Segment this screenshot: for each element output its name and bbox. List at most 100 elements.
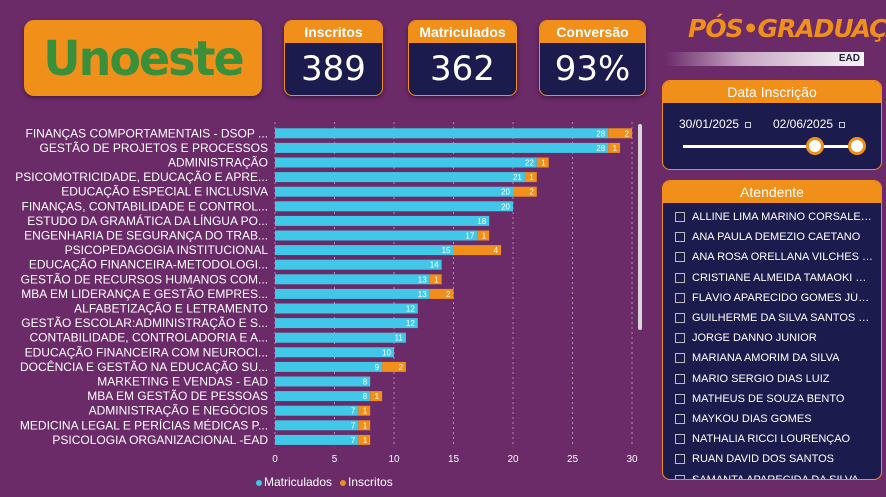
attendant-item[interactable]: ALLINE LIMA MARINO CORSALETTI bbox=[675, 207, 873, 227]
date-range-slider[interactable] bbox=[683, 145, 857, 148]
bar-matriculados[interactable] bbox=[275, 288, 430, 299]
bar-matriculados[interactable] bbox=[275, 303, 418, 314]
attendant-item[interactable]: FLÁVIO APARECIDO GOMES JÚNIOR bbox=[675, 288, 873, 308]
attendant-checkbox[interactable] bbox=[675, 292, 685, 303]
bar-matriculados[interactable] bbox=[275, 347, 394, 358]
bar-inscritos[interactable] bbox=[453, 245, 502, 256]
attendant-item[interactable]: NATHALIA RICCI LOURENÇAO bbox=[675, 429, 873, 449]
attendant-item[interactable]: MARIANA AMORIM DA SILVA bbox=[675, 348, 873, 368]
attendant-item[interactable]: JORGE DANNO JUNIOR bbox=[675, 328, 873, 348]
bar-matriculados[interactable] bbox=[275, 405, 359, 416]
pos-graduacao-title: PÓS•GRADUAÇÃO bbox=[688, 14, 886, 43]
end-date-field[interactable]: 02/06/2025 bbox=[773, 117, 846, 131]
data-label: 4 bbox=[494, 246, 499, 255]
attendant-label: ANA ROSA ORELLANA VILCHES SO... bbox=[692, 251, 873, 264]
data-label: 15 bbox=[442, 246, 451, 255]
bar-matriculados[interactable] bbox=[275, 274, 430, 285]
bar-matriculados[interactable] bbox=[275, 172, 525, 183]
bar-inscritos[interactable] bbox=[370, 391, 383, 402]
attendant-item[interactable]: GUILHERME DA SILVA SANTOS JOZI... bbox=[675, 308, 873, 328]
bar-inscritos[interactable] bbox=[477, 230, 490, 241]
bar-matriculados[interactable] bbox=[275, 361, 383, 372]
attendant-checkbox[interactable] bbox=[675, 353, 685, 364]
legend-item-inscritos[interactable]: Inscritos bbox=[340, 475, 393, 489]
attendant-checkbox[interactable] bbox=[675, 413, 685, 424]
bar-inscritos[interactable] bbox=[513, 186, 537, 197]
bar-matriculados[interactable] bbox=[275, 157, 537, 168]
bar-matriculados[interactable] bbox=[275, 201, 513, 212]
bar-inscritos[interactable] bbox=[429, 274, 442, 285]
attendant-checkbox[interactable] bbox=[675, 454, 685, 465]
attendant-label: CRISTIANE ALMEIDA TAMAOKI ROD... bbox=[692, 271, 873, 284]
data-label: 11 bbox=[395, 334, 404, 343]
bar-matriculados[interactable] bbox=[275, 245, 454, 256]
attendant-item[interactable]: SAMANTA APARECIDA DA SILVA bbox=[675, 469, 873, 479]
category-label: MBA EM GESTÃO DE PESSOAS bbox=[87, 389, 268, 403]
attendant-item[interactable]: MAYKOU DIAS GOMES bbox=[675, 409, 873, 429]
bar-inscritos[interactable] bbox=[608, 128, 632, 139]
attendant-checkbox[interactable] bbox=[675, 313, 685, 324]
bar-matriculados[interactable] bbox=[275, 230, 478, 241]
attendant-checkbox[interactable] bbox=[675, 272, 685, 283]
start-date-value: 30/01/2025 bbox=[679, 117, 740, 131]
legend-dot-matriculados bbox=[256, 479, 262, 486]
bar-inscritos[interactable] bbox=[429, 288, 454, 299]
data-label: 20 bbox=[501, 188, 510, 197]
attendant-item[interactable]: ANA PAULA DEMEZIO CAETANO bbox=[675, 227, 873, 247]
attendant-label: ANA PAULA DEMEZIO CAETANO bbox=[692, 231, 861, 244]
attendant-item[interactable]: RUAN DAVID DOS SANTOS bbox=[675, 449, 873, 469]
bar-inscritos[interactable] bbox=[382, 361, 406, 372]
bar-matriculados[interactable] bbox=[275, 142, 609, 153]
slider-start-handle[interactable] bbox=[806, 137, 825, 155]
attendant-checkbox[interactable] bbox=[675, 434, 685, 445]
data-label: 28 bbox=[596, 129, 605, 138]
attendant-item[interactable]: MARIO SERGIO DIAS LUIZ bbox=[675, 369, 873, 389]
bar-inscritos[interactable] bbox=[358, 434, 371, 445]
bar-matriculados[interactable] bbox=[275, 186, 513, 197]
bar-matriculados[interactable] bbox=[275, 128, 609, 139]
kpi-matriculados-label: Matriculados bbox=[409, 21, 516, 43]
bar-inscritos[interactable] bbox=[608, 142, 621, 153]
kpi-conversao-value: 93% bbox=[554, 49, 631, 89]
attendant-item[interactable]: MATHEUS DE SOUZA BENTO bbox=[675, 389, 873, 409]
bar-inscritos[interactable] bbox=[536, 157, 549, 168]
logo-text: Unoeste bbox=[43, 29, 244, 87]
kpi-matriculados: Matriculados 362 bbox=[408, 20, 517, 96]
attendant-item[interactable]: CRISTIANE ALMEIDA TAMAOKI ROD... bbox=[675, 268, 873, 288]
attendant-label: MATHEUS DE SOUZA BENTO bbox=[692, 392, 845, 405]
attendant-checkbox[interactable] bbox=[675, 393, 685, 404]
slider-end-handle[interactable] bbox=[848, 137, 866, 155]
category-label: GESTÃO ESCOLAR:ADMINISTRAÇÃO E S... bbox=[21, 316, 268, 330]
bar-matriculados[interactable] bbox=[275, 420, 359, 431]
bar-matriculados[interactable] bbox=[275, 318, 418, 329]
attendant-checkbox[interactable] bbox=[675, 333, 685, 344]
category-label: PSICOMOTRICIDADE, EDUCAÇÃO E APRE... bbox=[15, 170, 268, 184]
legend-item-matriculados[interactable]: Matriculados bbox=[256, 475, 332, 489]
x-tick-label: 15 bbox=[448, 454, 460, 465]
attendant-item[interactable]: ANA ROSA ORELLANA VILCHES SO... bbox=[675, 247, 873, 267]
data-label: 2 bbox=[625, 129, 630, 138]
chart-scrollbar[interactable] bbox=[638, 124, 642, 330]
attendant-checkbox[interactable] bbox=[675, 373, 685, 384]
x-tick-label: 20 bbox=[507, 454, 519, 465]
attendant-checkbox[interactable] bbox=[675, 474, 685, 479]
attendant-checkbox[interactable] bbox=[675, 252, 685, 263]
calendar-icon[interactable] bbox=[839, 121, 846, 128]
bar-matriculados[interactable] bbox=[275, 259, 442, 270]
bar-matriculados[interactable] bbox=[275, 434, 359, 445]
data-label: 13 bbox=[418, 290, 427, 299]
calendar-icon[interactable] bbox=[745, 121, 752, 128]
start-date-field[interactable]: 30/01/2025 bbox=[679, 117, 752, 131]
bar-inscritos[interactable] bbox=[358, 405, 371, 416]
bar-matriculados[interactable] bbox=[275, 332, 406, 343]
data-label: 17 bbox=[465, 232, 474, 241]
attendant-checkbox[interactable] bbox=[675, 232, 685, 243]
bar-inscritos[interactable] bbox=[358, 420, 371, 431]
bar-matriculados[interactable] bbox=[275, 376, 371, 387]
legend-label-matriculados: Matriculados bbox=[264, 475, 333, 489]
bar-inscritos[interactable] bbox=[524, 172, 537, 183]
bar-matriculados[interactable] bbox=[275, 215, 490, 226]
attendant-checkbox[interactable] bbox=[675, 212, 685, 223]
bar-matriculados[interactable] bbox=[275, 391, 371, 402]
category-label: EDUCAÇÃO ESPECIAL E INCLUSIVA bbox=[61, 185, 268, 199]
